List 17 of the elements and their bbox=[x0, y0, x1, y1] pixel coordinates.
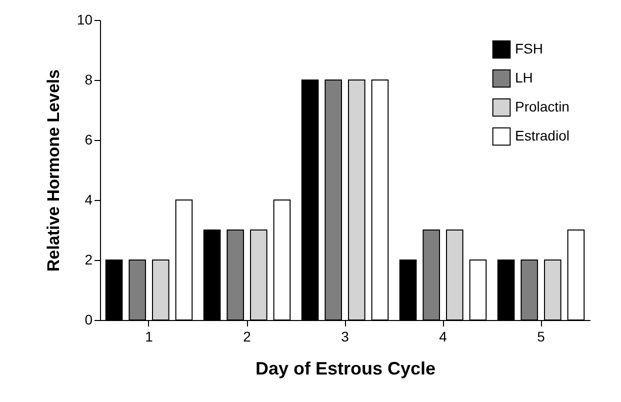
y-tick-label: 6 bbox=[84, 132, 93, 148]
x-tick-label: 2 bbox=[243, 328, 252, 344]
legend-label: Prolactin bbox=[515, 98, 570, 114]
legend-label: FSH bbox=[515, 40, 543, 56]
y-tick-label: 4 bbox=[84, 192, 93, 208]
x-tick-label: 5 bbox=[537, 328, 546, 344]
x-tick-label: 3 bbox=[341, 328, 350, 344]
x-tick-label: 1 bbox=[145, 328, 154, 344]
y-tick-label: 2 bbox=[84, 252, 93, 268]
y-tick-label: 8 bbox=[84, 72, 93, 88]
y-axis-title: Relative Hormone Levels bbox=[44, 69, 63, 272]
legend-label: Estradiol bbox=[515, 128, 570, 144]
x-axis-title: Day of Estrous Cycle bbox=[255, 358, 436, 378]
y-tick-label: 0 bbox=[84, 312, 93, 328]
x-tick-label: 4 bbox=[439, 328, 448, 344]
legend-label: LH bbox=[515, 70, 533, 86]
y-tick-label: 10 bbox=[76, 12, 93, 28]
